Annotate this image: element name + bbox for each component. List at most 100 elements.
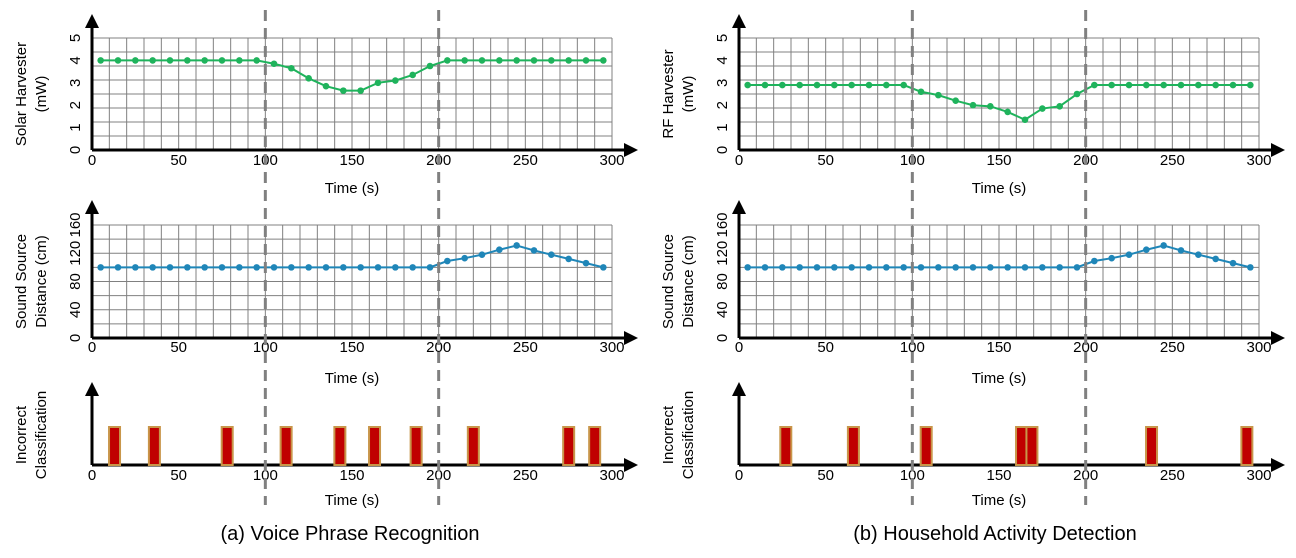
- panel-a: 0 50 100 150 200 250 300 0 1 2 3 4 5 Time (s) Solar Ha…: [13, 10, 638, 545]
- data-point: [357, 87, 364, 94]
- data-point: [166, 57, 174, 64]
- data-point: [1195, 81, 1202, 89]
- chart-bar-2: 0 50 100 150 200 250 300 Time (s) Incorrect Class…: [13, 382, 638, 509]
- data-point: [548, 251, 555, 258]
- data-point: [1247, 81, 1254, 89]
- data-point: [444, 257, 451, 265]
- data-point: [952, 264, 959, 271]
- grid: [91, 224, 613, 339]
- data-point: [184, 264, 191, 271]
- data-point: [184, 57, 191, 64]
- data-point: [288, 64, 295, 72]
- data-point: [166, 264, 174, 271]
- data-point: [883, 264, 890, 271]
- data-point: [952, 97, 959, 105]
- y-tick-label: 0: [714, 146, 731, 154]
- x-tick-label: 50: [817, 339, 834, 356]
- y-tick-label: 0: [67, 334, 84, 342]
- data-point: [548, 57, 555, 64]
- y-axis-title-line-1: Incorrect: [13, 405, 30, 464]
- data-point: [1212, 81, 1219, 89]
- y-axis-arrow: [85, 382, 99, 396]
- data-point: [1125, 81, 1133, 89]
- y-tick-label: 3: [714, 79, 731, 87]
- x-tick-label: 0: [735, 152, 743, 169]
- data-point: [1004, 108, 1011, 116]
- y-tick-label: 120: [714, 241, 731, 266]
- data-point: [409, 264, 416, 271]
- data-point: [478, 251, 486, 258]
- data-point: [900, 81, 907, 89]
- data-point: [392, 77, 399, 84]
- y-axis-arrow: [85, 14, 99, 28]
- data-point: [1021, 264, 1029, 271]
- x-tick-label: 0: [88, 152, 96, 169]
- data-point: [796, 81, 803, 89]
- x-tick-label: 250: [513, 339, 538, 356]
- y-axis-arrow: [732, 382, 746, 396]
- x-tick-label: 50: [170, 467, 187, 484]
- x-axis-arrow: [1271, 143, 1285, 157]
- data-point: [270, 60, 278, 68]
- data-point: [1229, 259, 1237, 267]
- x-tick-label: 200: [1073, 467, 1098, 484]
- incorrect-classification-bar: [1025, 426, 1039, 466]
- x-tick-label: 300: [599, 467, 624, 484]
- data-point: [270, 264, 278, 271]
- data-point: [848, 264, 855, 271]
- y-axis-title-line-2: Distance (cm): [33, 235, 50, 328]
- grid: [738, 37, 1260, 151]
- x-tick-label: 200: [426, 467, 451, 484]
- data-point: [1195, 251, 1202, 258]
- x-tick-label: 300: [599, 152, 624, 169]
- incorrect-classification-bar: [1240, 426, 1254, 466]
- data-point: [1073, 264, 1081, 271]
- data-point: [340, 264, 347, 271]
- data-point: [935, 91, 942, 99]
- data-point: [461, 254, 468, 262]
- y-axis-title-line-2: Classification: [680, 391, 697, 479]
- y-axis-title-line-2: (mW): [33, 76, 50, 113]
- y-tick-label: 120: [67, 241, 84, 266]
- panel-caption: (b) Household Activity Detection: [853, 523, 1136, 545]
- data-point: [1177, 81, 1185, 89]
- data-point: [1056, 103, 1063, 110]
- x-tick-label: 300: [1246, 152, 1271, 169]
- data-point: [1091, 257, 1098, 265]
- x-tick-label: 200: [426, 339, 451, 356]
- x-tick-label: 150: [986, 339, 1011, 356]
- x-tick-label: 150: [986, 467, 1011, 484]
- data-point: [813, 81, 821, 89]
- chart-line-0: 050100150200250300012345Time (s)RF Harve…: [660, 14, 1285, 197]
- data-point: [322, 82, 330, 90]
- data-point: [392, 264, 399, 271]
- data-point: [1143, 81, 1150, 89]
- data-point: [288, 264, 295, 271]
- x-tick-label: 250: [1160, 467, 1185, 484]
- data-point: [149, 57, 156, 64]
- data-point: [305, 264, 312, 271]
- y-tick-label: 160: [67, 212, 84, 237]
- x-tick-label: 50: [170, 152, 187, 169]
- data-point: [132, 57, 139, 64]
- data-point: [114, 57, 122, 64]
- incorrect-classification-bar: [409, 426, 423, 466]
- data-point: [530, 57, 538, 64]
- data-point: [496, 246, 503, 254]
- x-tick-label: 0: [735, 339, 743, 356]
- x-tick-label: 50: [170, 339, 187, 356]
- incorrect-classification-bar: [368, 426, 382, 466]
- y-tick-label: 1: [714, 123, 731, 131]
- data-point: [865, 264, 873, 271]
- data-point: [969, 264, 977, 271]
- data-point: [779, 264, 786, 271]
- x-tick-label: 300: [1246, 467, 1271, 484]
- data-point: [97, 57, 104, 64]
- data-point: [1073, 90, 1081, 98]
- data-point: [374, 264, 382, 271]
- data-point: [496, 57, 503, 64]
- x-tick-label: 0: [88, 467, 96, 484]
- data-point: [761, 81, 769, 89]
- data-point: [831, 264, 838, 271]
